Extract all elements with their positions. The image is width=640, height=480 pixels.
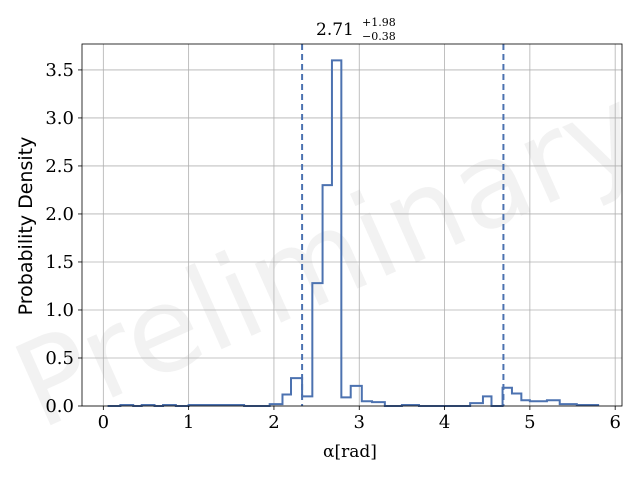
y-tick-label: 1.0 — [45, 300, 74, 321]
title-upper-error: +1.98 — [362, 16, 396, 29]
y-axis-label: Probability Density — [15, 137, 37, 316]
title-lower-error: −0.38 — [362, 30, 396, 43]
x-tick-label: 0 — [98, 412, 109, 433]
x-tick-label: 3 — [354, 412, 365, 433]
x-tick-label: 5 — [524, 412, 535, 433]
x-tick-label: 6 — [609, 412, 620, 433]
x-tick-label: 2 — [268, 412, 279, 433]
credible-interval-lines — [301, 44, 505, 406]
y-tick-label: 3.5 — [45, 60, 74, 81]
histogram — [107, 59, 600, 407]
chart-title: 2.71 +1.98 −0.38 — [316, 16, 396, 43]
x-tick-label: 4 — [439, 412, 450, 433]
y-tick-label: 1.5 — [45, 252, 74, 273]
plot-frame — [81, 43, 623, 407]
y-tick-label: 0.5 — [45, 348, 74, 369]
histogram-step-line — [107, 59, 600, 407]
y-axis-ticks: 0.0 0.5 1.0 1.5 2.0 2.5 3.0 3.5 — [45, 60, 82, 417]
y-tick-label: 3.0 — [45, 108, 74, 129]
title-median: 2.71 — [316, 20, 354, 40]
y-tick-label: 2.5 — [45, 156, 74, 177]
x-axis-ticks: 0 1 2 3 4 5 6 — [98, 406, 621, 433]
x-axis-label: α[rad] — [323, 442, 377, 462]
y-tick-label: 2.0 — [45, 204, 74, 225]
x-tick-label: 1 — [183, 412, 194, 433]
y-tick-label: 0.0 — [45, 396, 74, 417]
